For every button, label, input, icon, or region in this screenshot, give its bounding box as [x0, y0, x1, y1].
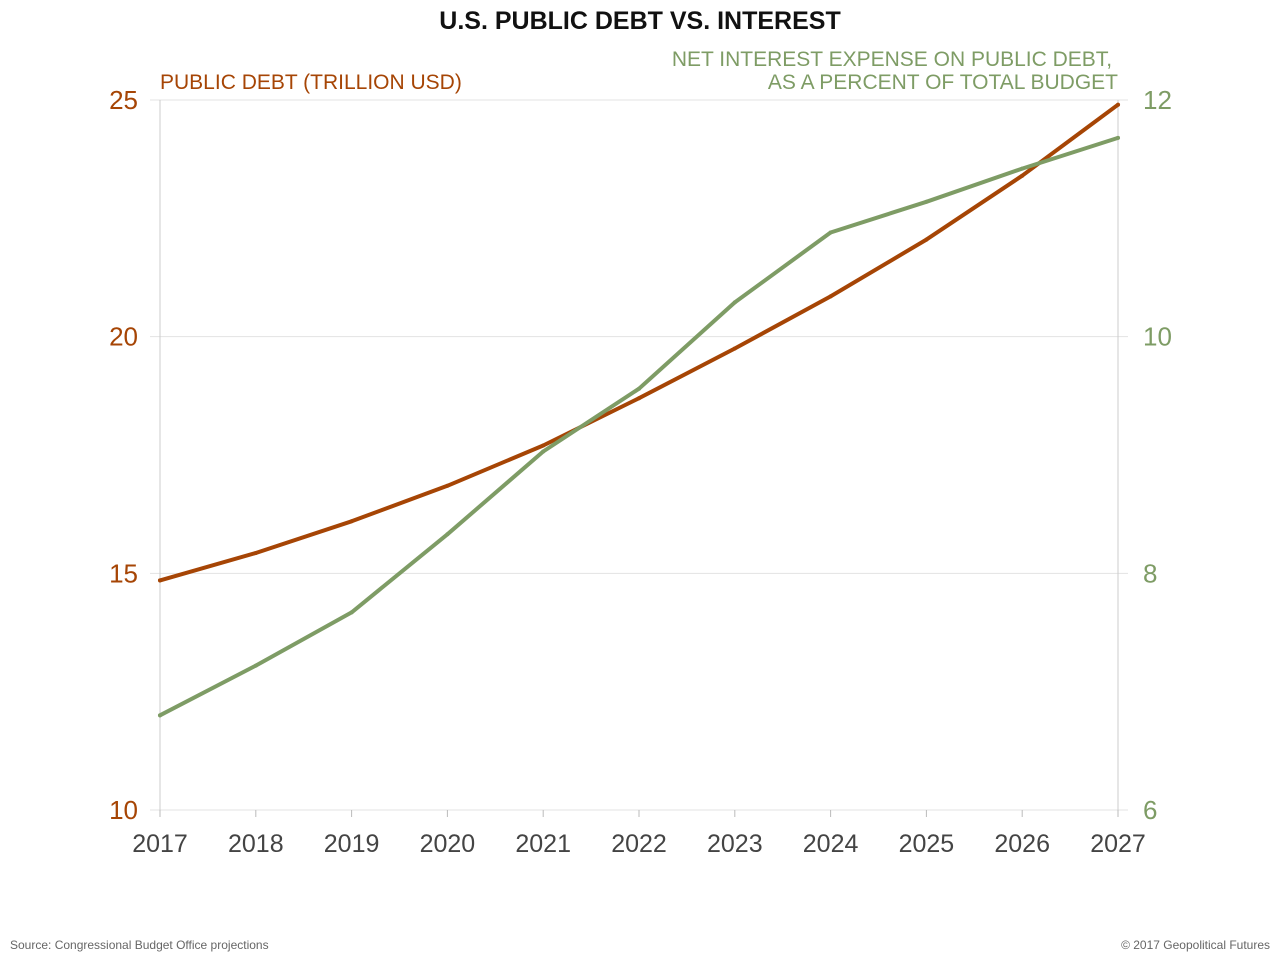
series-0-point-2025: [924, 237, 929, 242]
x-tick-label: 2018: [228, 830, 284, 858]
series-1-point-2023: [732, 300, 737, 305]
series-0-point-2020: [445, 483, 450, 488]
right-tick-label: 8: [1143, 558, 1157, 588]
series-0-point-2018: [253, 550, 258, 555]
x-tick-label: 2021: [515, 830, 571, 858]
right-axis-title-line-1: NET INTEREST EXPENSE ON PUBLIC DEBT,: [672, 48, 1112, 71]
chart-title: U.S. PUBLIC DEBT VS. INTEREST: [439, 7, 840, 35]
series-1-point-2027: [1116, 135, 1120, 140]
series-1-point-2020: [445, 532, 450, 537]
x-tick-label: 2019: [324, 830, 380, 858]
series-0-point-2021: [541, 443, 546, 448]
series-1-point-2026: [1020, 166, 1025, 171]
left-tick-label: 10: [109, 795, 138, 825]
source-note: Source: Congressional Budget Office proj…: [10, 938, 269, 952]
x-tick-label: 2026: [994, 830, 1050, 858]
series-1-point-2017: [158, 713, 162, 718]
left-axis-title: PUBLIC DEBT (TRILLION USD): [160, 71, 462, 94]
series-line-0: [158, 102, 1120, 583]
right-tick-label: 6: [1143, 795, 1157, 825]
left-tick-label: 20: [109, 322, 138, 352]
right-axis-title: NET INTEREST EXPENSE ON PUBLIC DEBT, AS …: [672, 48, 1118, 94]
copyright-note: © 2017 Geopolitical Futures: [1121, 938, 1270, 952]
series-1-point-2019: [349, 610, 354, 615]
series: [158, 102, 1120, 718]
left-axis-ticks: 10 15 20 25: [109, 85, 138, 825]
series-0-point-2017: [158, 578, 162, 583]
grid-lines: [150, 99, 1128, 811]
right-axis-title-line-2: AS A PERCENT OF TOTAL BUDGET: [768, 71, 1118, 94]
series-1-point-2021: [541, 449, 546, 454]
x-tick-label: 2024: [803, 830, 859, 858]
series-0-point-2023: [732, 346, 737, 351]
right-tick-label: 12: [1143, 85, 1172, 115]
left-tick-label: 25: [109, 85, 138, 115]
x-axis-ticks: 2017 2018 2019 2020 2021 2022 2023 2024 2025 2026…: [132, 810, 1146, 858]
x-tick-label: 2023: [707, 830, 763, 858]
left-tick-label: 15: [109, 558, 138, 588]
axes: [159, 100, 1119, 810]
series-1-point-2024: [828, 230, 833, 235]
series-0-point-2019: [349, 519, 354, 524]
x-tick-label: 2025: [899, 830, 955, 858]
right-tick-label: 10: [1143, 322, 1172, 352]
series-line-1: [158, 135, 1120, 718]
series-0-point-2027: [1116, 102, 1120, 107]
series-1-point-2025: [924, 199, 929, 204]
right-axis-ticks: 6 8 10 12: [1143, 85, 1172, 825]
series-0-point-2026: [1020, 173, 1025, 178]
x-tick-label: 2020: [420, 830, 476, 858]
series-0-point-2022: [637, 396, 641, 401]
x-tick-label: 2027: [1090, 830, 1146, 858]
series-1-point-2022: [637, 386, 641, 391]
x-tick-label: 2022: [611, 830, 667, 858]
series-0-point-2024: [828, 294, 833, 299]
x-tick-label: 2017: [132, 830, 188, 858]
series-1-point-2018: [253, 663, 258, 668]
